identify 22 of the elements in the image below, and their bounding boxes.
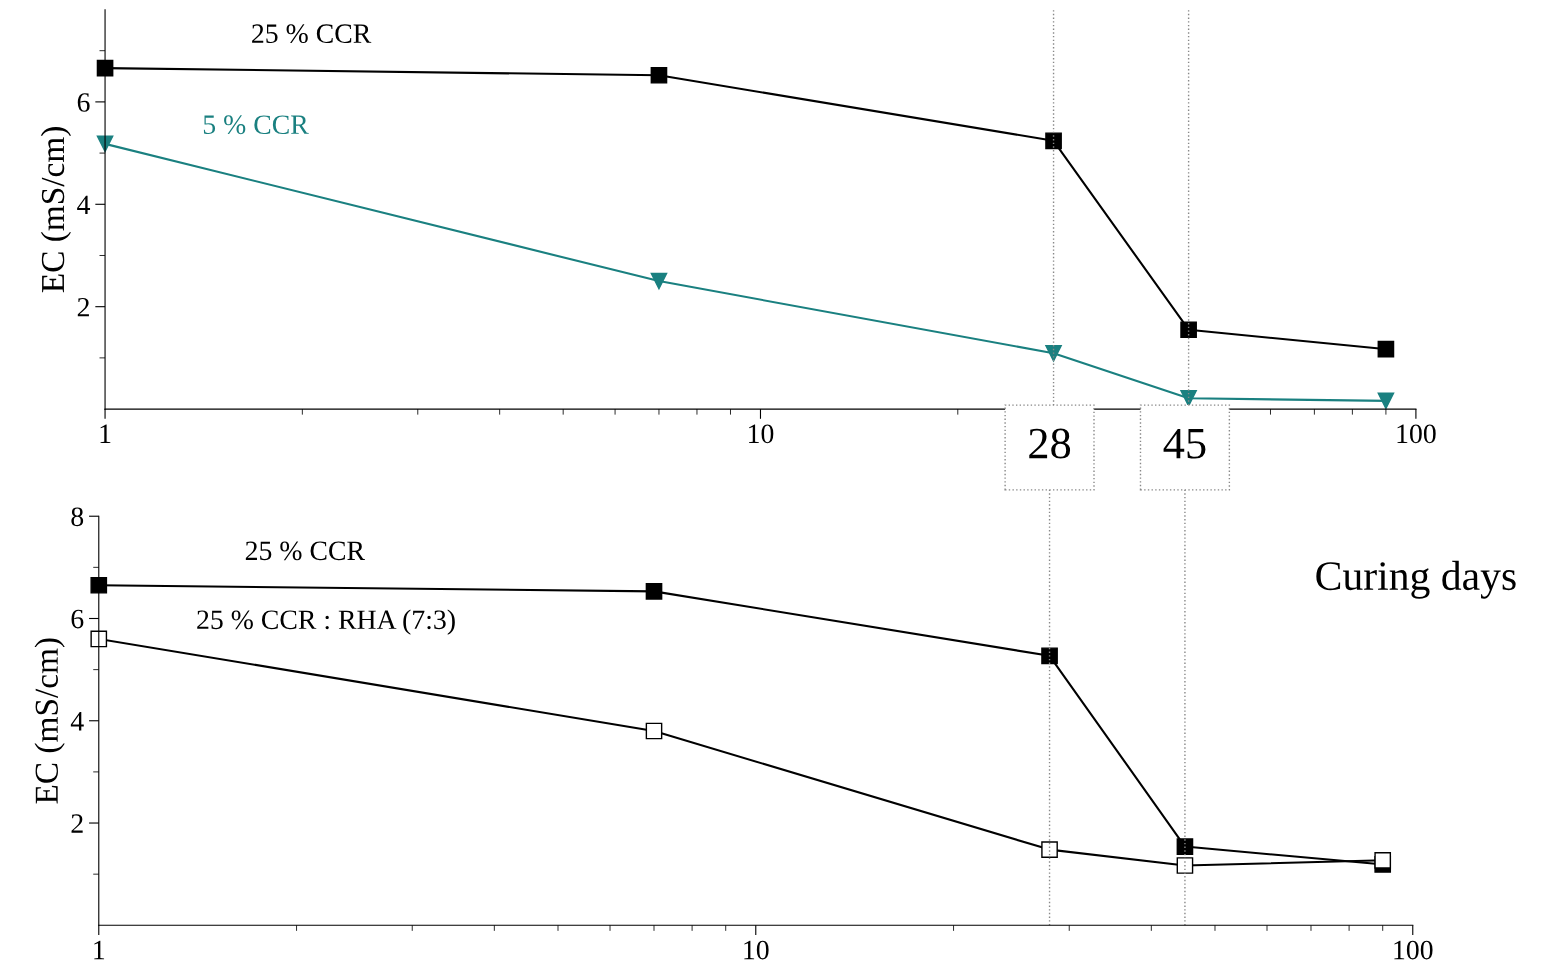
y-tick-label: 8 bbox=[71, 507, 84, 527]
y-axis-title: EC (mS/cm) bbox=[34, 638, 65, 804]
series-label: 25 % CCR : RHA (7:3) bbox=[197, 609, 455, 635]
series-label: 25 % CCR bbox=[252, 24, 372, 44]
y-tick-label: 6 bbox=[77, 93, 90, 112]
x-tick-label: 100 bbox=[1397, 424, 1436, 444]
x-tick-label: 100 bbox=[1394, 940, 1433, 960]
ref-line-label: 45 bbox=[1163, 428, 1206, 459]
x-tick-label: 10 bbox=[749, 424, 774, 444]
x-tick-label: 1 bbox=[100, 424, 111, 443]
y-axis-title: EC (mS/cm) bbox=[40, 127, 72, 293]
y-tick-label: 4 bbox=[70, 712, 84, 731]
series-label: 5 % CCR bbox=[203, 115, 309, 135]
ref-line-label: 28 bbox=[1029, 428, 1071, 459]
x-axis-title: Curing days bbox=[1316, 560, 1516, 599]
y-tick-label: 2 bbox=[77, 297, 89, 317]
series-label: 25 % CCR bbox=[245, 541, 365, 561]
x-tick-label: 10 bbox=[744, 940, 769, 960]
y-tick-label: 6 bbox=[71, 609, 84, 629]
y-tick-label: 2 bbox=[71, 814, 83, 833]
y-tick-label: 4 bbox=[77, 195, 91, 214]
x-tick-label: 1 bbox=[94, 940, 105, 960]
